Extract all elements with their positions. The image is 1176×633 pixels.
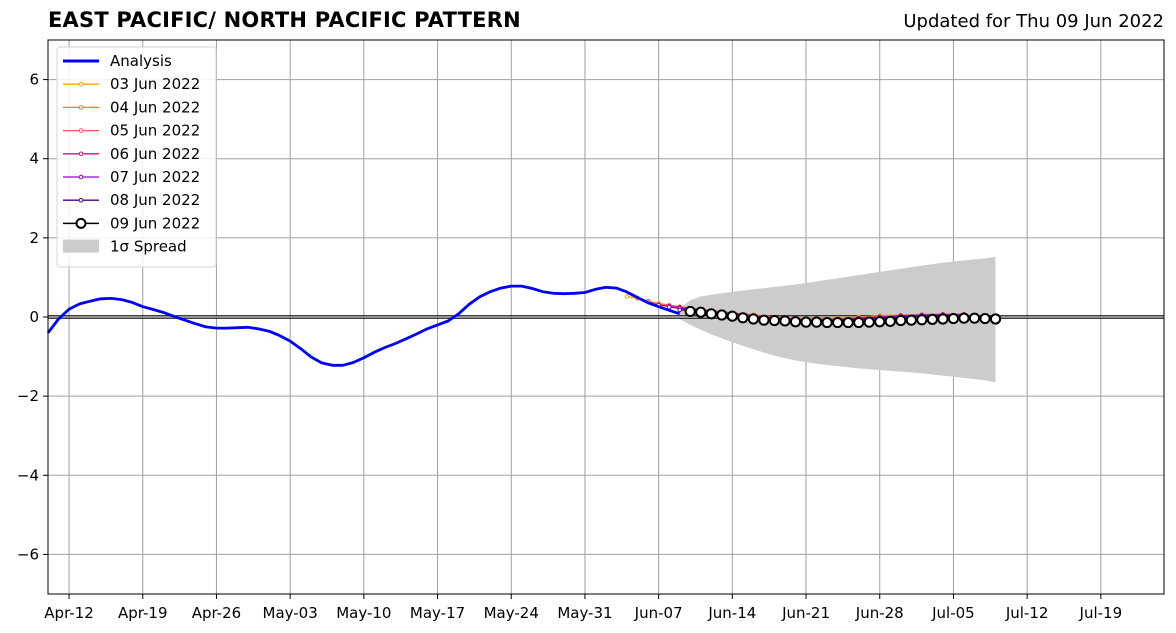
x-tick-label: May-31: [557, 604, 612, 622]
legend-swatch: [63, 239, 99, 253]
y-tick-label: −4: [17, 466, 39, 484]
legend-label: Analysis: [110, 52, 172, 70]
x-tick-label: Apr-12: [44, 604, 94, 622]
forecast-point: [937, 313, 949, 325]
x-tick-label: Apr-19: [118, 604, 168, 622]
updated-date-label: Updated for Thu 09 Jun 2022: [903, 11, 1164, 32]
forecast-point: [821, 316, 833, 329]
legend-entry: 06 Jun 2022: [63, 145, 200, 163]
legend-box: [56, 46, 217, 268]
forecast-point: [905, 314, 917, 326]
y-tick-label: 6: [29, 71, 39, 89]
legend-marker: [78, 105, 84, 110]
forecast-point: [624, 294, 630, 299]
forecast-point: [779, 315, 791, 327]
legend-label: 06 Jun 2022: [110, 145, 200, 163]
x-tick-label: Jun-21: [781, 604, 830, 622]
x-tick-label: Jun-28: [855, 604, 904, 622]
forecast-point: [916, 314, 928, 326]
legend-marker: [78, 151, 84, 157]
x-tick-label: Jul-19: [1079, 604, 1123, 622]
forecast-point: [968, 312, 981, 324]
legend-marker: [78, 174, 84, 180]
legend-entry: 08 Jun 2022: [63, 191, 200, 209]
forecast-point: [947, 312, 960, 325]
forecast-point: [979, 312, 991, 325]
forecast-point: [695, 306, 707, 318]
x-tick-label: May-24: [484, 604, 539, 622]
forecast-point: [758, 314, 770, 326]
y-tick-label: 0: [29, 308, 39, 326]
forecast-point: [800, 316, 812, 328]
chart-title: EAST PACIFIC/ NORTH PACIFIC PATTERN: [48, 8, 521, 32]
forecast-point: [666, 304, 672, 310]
forecast-point: [716, 309, 728, 321]
legend-marker: [75, 217, 87, 229]
forecast-point: [684, 305, 696, 318]
forecast-point: [705, 308, 717, 320]
forecast-point: [726, 310, 738, 322]
forecast-point: [989, 313, 1002, 325]
forecast-point: [789, 316, 802, 328]
legend: Analysis 03 Jun 2022 04 Jun 2022 05 Jun 202…: [56, 46, 217, 268]
forecast-point: [863, 316, 875, 328]
x-axis: Apr-12 Apr-19 Apr-26 May-03 May-10 May-17 May-…: [44, 594, 1122, 622]
forecast-point: [768, 314, 781, 327]
forecast-point: [895, 314, 907, 327]
forecast-point: [737, 312, 749, 324]
forecast-09-jun-2022: [684, 305, 1002, 329]
x-tick-label: Jul-12: [1005, 604, 1049, 622]
legend-label: 05 Jun 2022: [110, 122, 200, 140]
legend-label: 04 Jun 2022: [110, 98, 200, 116]
legend-label: 03 Jun 2022: [110, 75, 200, 93]
forecast-point: [677, 307, 682, 313]
x-tick-label: May-17: [410, 604, 465, 622]
forecast-point: [810, 316, 823, 328]
forecast-point: [832, 316, 844, 329]
legend-label: 08 Jun 2022: [110, 191, 200, 209]
forecast-point: [842, 316, 854, 329]
x-tick-label: May-10: [336, 604, 391, 622]
y-tick-label: 4: [29, 150, 39, 168]
grid-lines: [48, 40, 1164, 594]
x-tick-label: Jun-14: [707, 604, 756, 622]
legend-entry: Analysis: [63, 52, 172, 70]
legend-marker: [78, 197, 84, 203]
series-layer: [46, 284, 1002, 367]
analysis-line: [46, 284, 681, 367]
forecast-point: [958, 312, 970, 324]
legend-entry: 07 Jun 2022: [63, 168, 200, 186]
y-axis: −6 −4 −2 0 2 4 6: [17, 71, 48, 563]
x-tick-label: Apr-26: [192, 604, 242, 622]
legend-entry: 09 Jun 2022: [63, 214, 200, 232]
legend-entry: 03 Jun 2022: [63, 75, 200, 93]
legend-entry: 1σ Spread: [63, 238, 187, 256]
forecast-point: [884, 315, 896, 327]
legend-label: 07 Jun 2022: [110, 168, 200, 186]
x-tick-label: Jul-05: [931, 604, 975, 622]
y-tick-label: −2: [17, 387, 39, 405]
legend-label: 1σ Spread: [110, 238, 187, 256]
x-tick-label: May-03: [263, 604, 318, 622]
forecast-point: [874, 316, 886, 328]
legend-entry: 04 Jun 2022: [63, 98, 200, 116]
forecast-point: [926, 313, 938, 325]
forecast-point: [853, 316, 865, 329]
legend-entry: 05 Jun 2022: [63, 122, 200, 140]
y-tick-label: −6: [17, 545, 39, 563]
forecast-point: [747, 313, 759, 325]
x-tick-label: Jun-07: [634, 604, 683, 622]
legend-marker: [78, 81, 84, 87]
y-tick-label: 2: [29, 229, 39, 247]
legend-label: 09 Jun 2022: [110, 214, 200, 232]
legend-marker: [78, 128, 84, 133]
